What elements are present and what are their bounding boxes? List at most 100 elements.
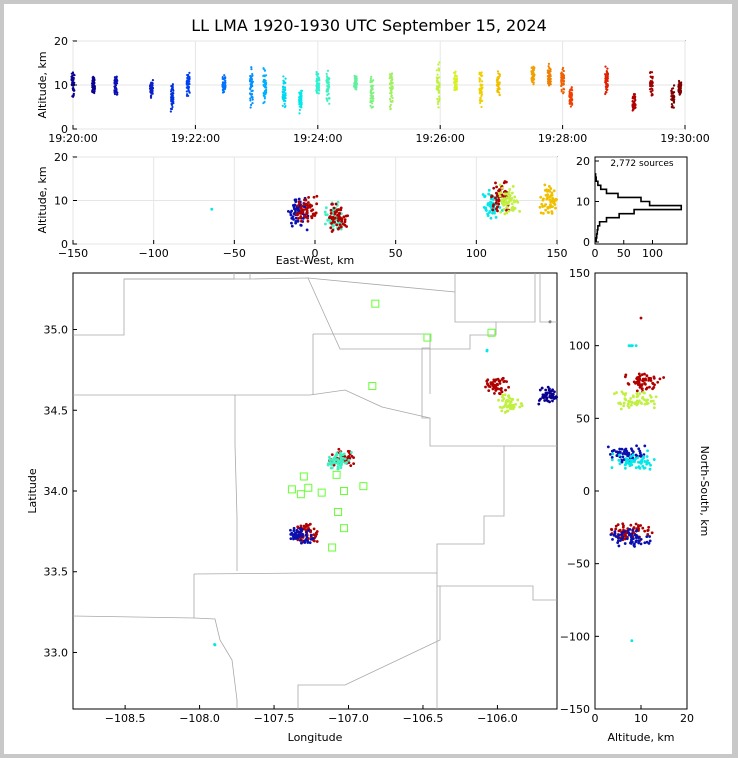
source-point [115,93,118,96]
source-point [504,180,508,184]
source-point [643,391,646,395]
source-point [511,205,515,209]
source-point [547,65,550,68]
eastwest-tick-label: −50 [223,247,246,260]
count-tick-label: 0 [592,247,599,260]
source-point [303,541,307,544]
source-point [213,643,217,647]
source-point [501,186,504,190]
source-point [438,61,441,64]
source-point [436,73,439,76]
source-point [335,209,339,213]
source-point [554,206,557,210]
source-point [306,219,310,223]
source-point [336,467,340,471]
source-point [171,95,174,98]
source-point [550,393,554,397]
source-point [647,376,651,380]
altitude-time-ylabel: Altitude, km [36,51,49,118]
source-point [438,97,441,100]
source-point [334,202,338,206]
source-point [453,71,457,74]
source-point [289,537,293,541]
source-point [631,528,635,532]
source-point [543,183,547,187]
source-point [298,92,302,95]
source-point [298,108,302,112]
source-point [672,106,675,109]
source-point [391,82,394,85]
altitude-time-panel: 19:20:00 19:22:00 19:24:00 19:26:00 19:28:00… [36,35,710,145]
source-point [185,90,188,93]
source-point [326,462,330,466]
source-point [650,75,653,79]
source-point [617,529,621,533]
source-point [437,100,440,103]
source-point [497,192,501,196]
source-point [496,209,499,213]
source-point [635,528,639,532]
source-point [631,95,635,98]
source-point [170,100,173,103]
source-point [169,110,172,113]
source-point [284,77,287,80]
source-point [371,102,374,105]
source-point [652,376,656,380]
source-point [93,78,96,82]
source-point [487,389,491,393]
source-point [638,392,642,395]
source-point [605,91,608,94]
source-point [340,219,344,223]
source-point [640,402,643,405]
source-point [499,210,503,214]
source-point [283,86,287,89]
source-point [630,459,634,463]
source-point [264,90,268,93]
source-point [70,83,73,86]
source-point [71,95,75,98]
source-point [648,394,652,397]
source-point [496,383,500,387]
source-point [502,207,506,211]
source-point [612,392,616,396]
source-point [641,379,645,383]
source-point [185,94,189,97]
source-point [630,639,634,643]
source-point [510,191,514,195]
source-point [290,217,294,220]
source-point [437,63,440,66]
source-point [355,77,358,80]
source-point [294,216,298,220]
source-point [502,181,506,185]
source-point [303,527,306,531]
source-point [649,90,652,93]
source-point [639,460,643,463]
source-point [343,218,347,222]
source-point [623,466,627,470]
source-point [637,460,640,464]
source-point [284,81,287,84]
source-point [626,382,630,385]
source-point [262,92,265,95]
source-point [614,524,618,528]
latitude-tick-label: 33.0 [44,646,69,659]
source-point [343,223,347,227]
source-point [298,103,301,106]
source-point [73,81,76,84]
source-point [188,82,191,86]
source-point [497,202,501,206]
source-point [371,87,374,90]
source-point [562,69,565,73]
source-point [478,80,481,83]
source-point [630,540,634,544]
source-point [454,88,457,91]
source-point [484,385,487,389]
source-point [629,523,633,527]
source-point [507,404,511,408]
source-point [627,344,631,348]
source-point [480,90,483,94]
source-point [634,99,637,102]
source-point [334,458,338,461]
source-point [339,225,343,229]
